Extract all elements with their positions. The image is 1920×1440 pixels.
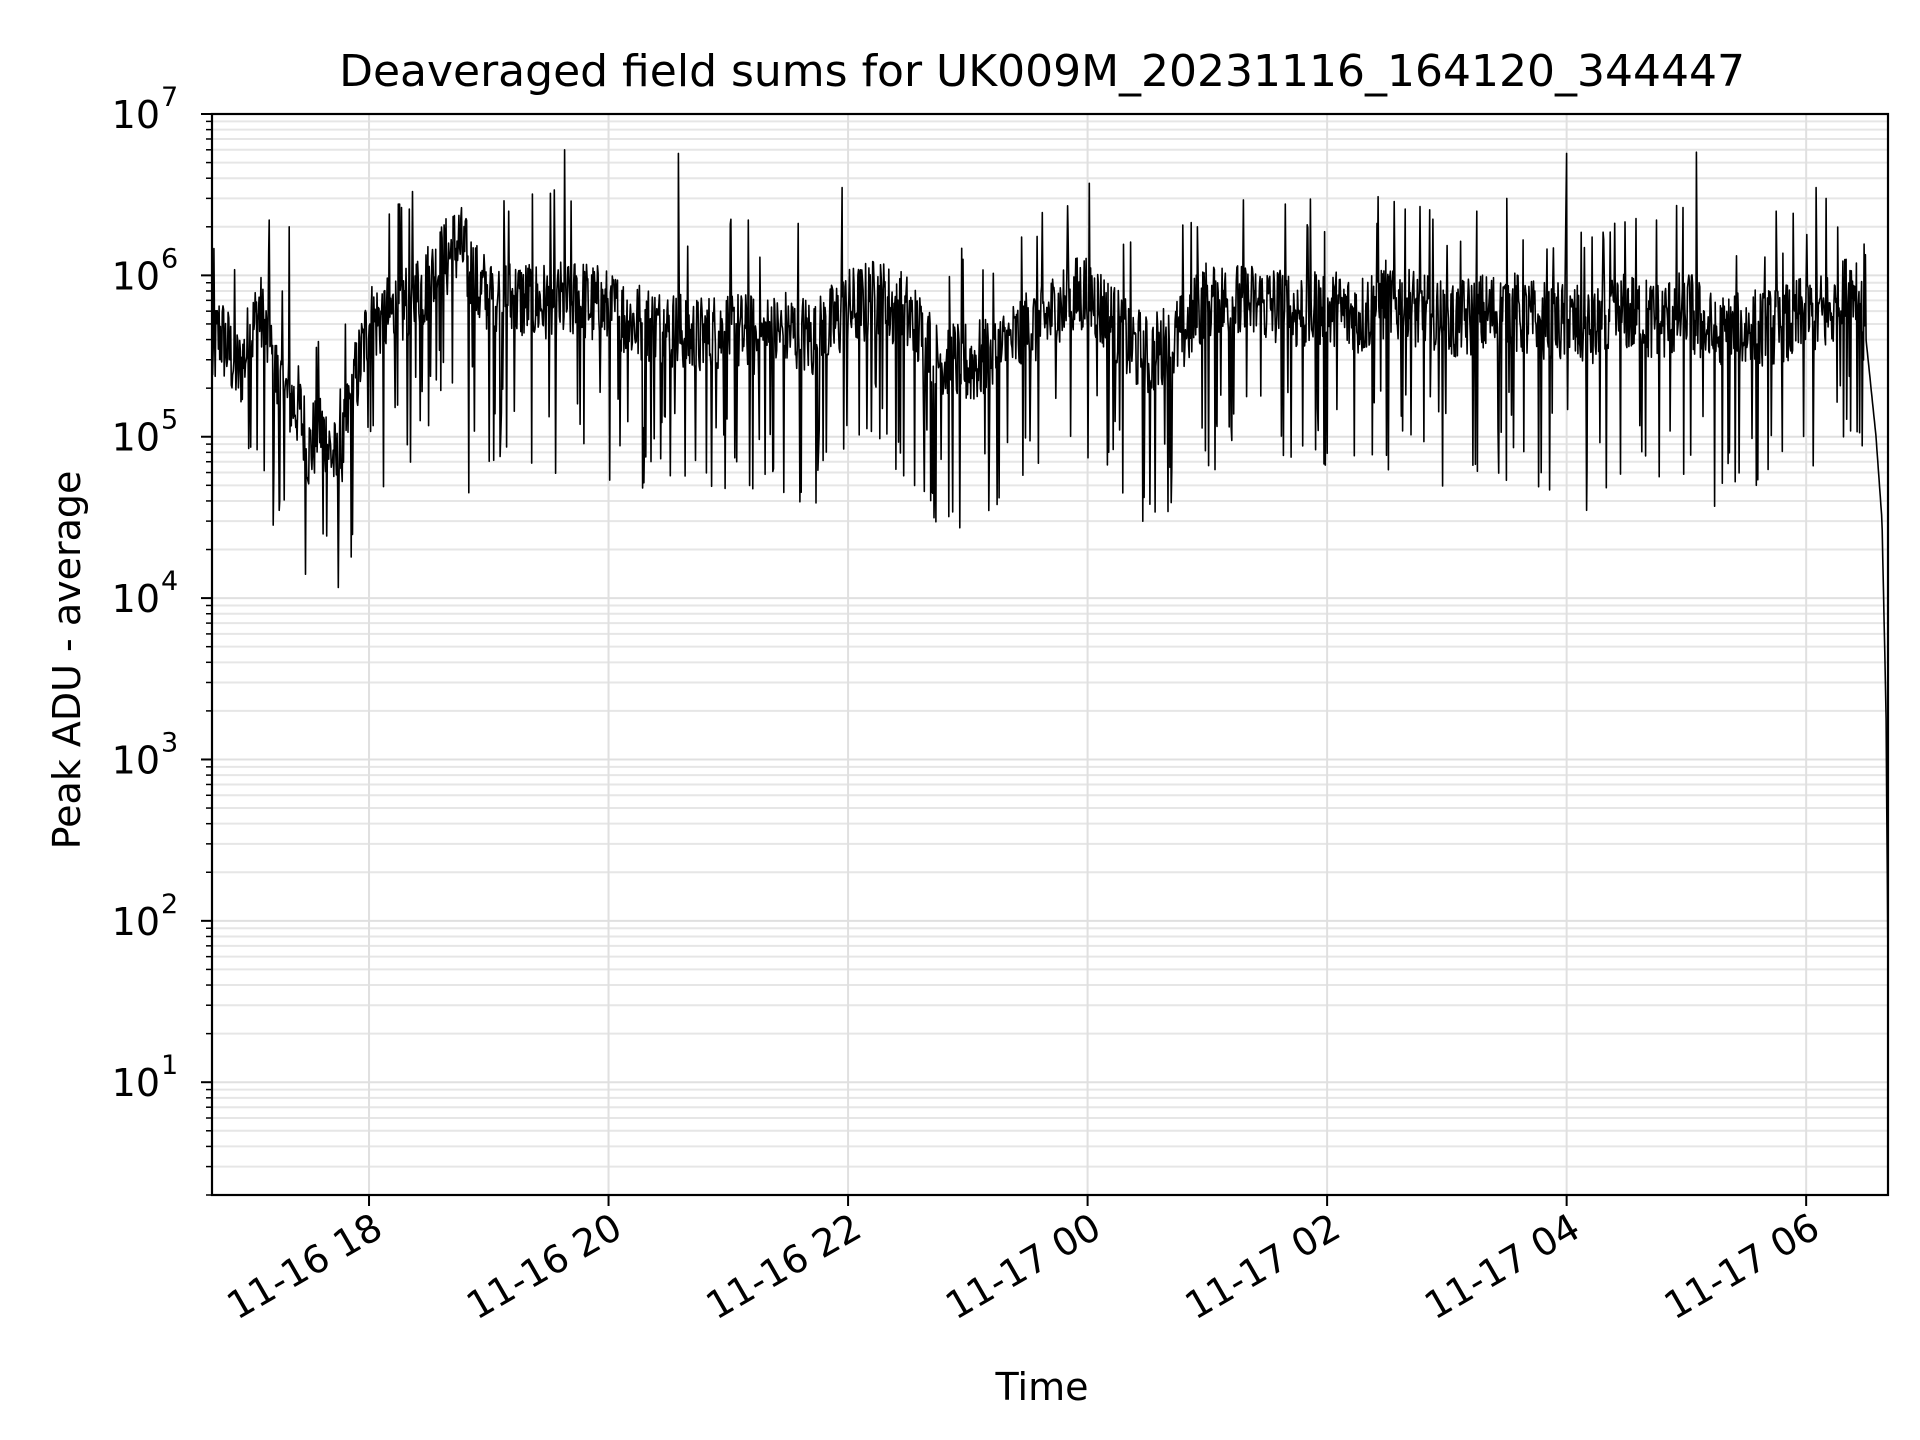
y-tick-label: 10 bbox=[112, 738, 160, 782]
y-tick-label: 10 bbox=[112, 254, 160, 298]
y-tick-label: 10 bbox=[112, 577, 160, 621]
y-tick-label: 10 bbox=[112, 93, 160, 137]
y-tick-label: 10 bbox=[112, 1061, 160, 1105]
y-tick-label: 10 bbox=[112, 900, 160, 944]
x-axis-label: Time bbox=[995, 1365, 1089, 1409]
y-tick-exponent: 1 bbox=[161, 1050, 178, 1081]
series-line bbox=[211, 149, 1889, 970]
y-tick-exponent: 7 bbox=[161, 82, 178, 113]
chart-title: Deaveraged field sums for UK009M_2023111… bbox=[339, 46, 1745, 97]
y-tick-label: 10 bbox=[112, 416, 160, 460]
y-axis-label: Peak ADU - average bbox=[45, 471, 89, 850]
axes-frame bbox=[210, 112, 1890, 1197]
y-tick-exponent: 3 bbox=[161, 727, 178, 758]
y-tick-exponent: 5 bbox=[161, 405, 178, 436]
y-tick-exponent: 4 bbox=[161, 566, 178, 597]
y-tick-exponent: 2 bbox=[161, 889, 178, 920]
y-tick-exponent: 6 bbox=[161, 243, 178, 274]
